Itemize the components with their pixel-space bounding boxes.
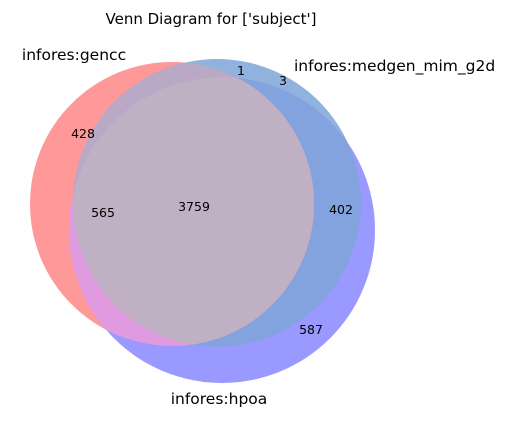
region-count-gencc-only: 428 [71, 126, 95, 141]
region-count-medgen-only: 3 [279, 73, 287, 88]
diagram-title: Venn Diagram for ['subject'] [106, 10, 317, 28]
set-label-medgen-mim-g2d: infores:medgen_mim_g2d [294, 57, 495, 76]
set-label-hpoa: infores:hpoa [171, 390, 268, 408]
region-count-hpoa-only: 587 [299, 322, 323, 337]
region-count-gencc-hpoa: 565 [91, 205, 115, 220]
all-three-overlap [73, 77, 314, 346]
region-count-medgen-hpoa: 402 [329, 202, 353, 217]
region-count-all-three: 3759 [178, 199, 210, 214]
region-count-gencc-medgen: 1 [237, 63, 245, 78]
set-label-gencc: infores:gencc [22, 46, 126, 64]
